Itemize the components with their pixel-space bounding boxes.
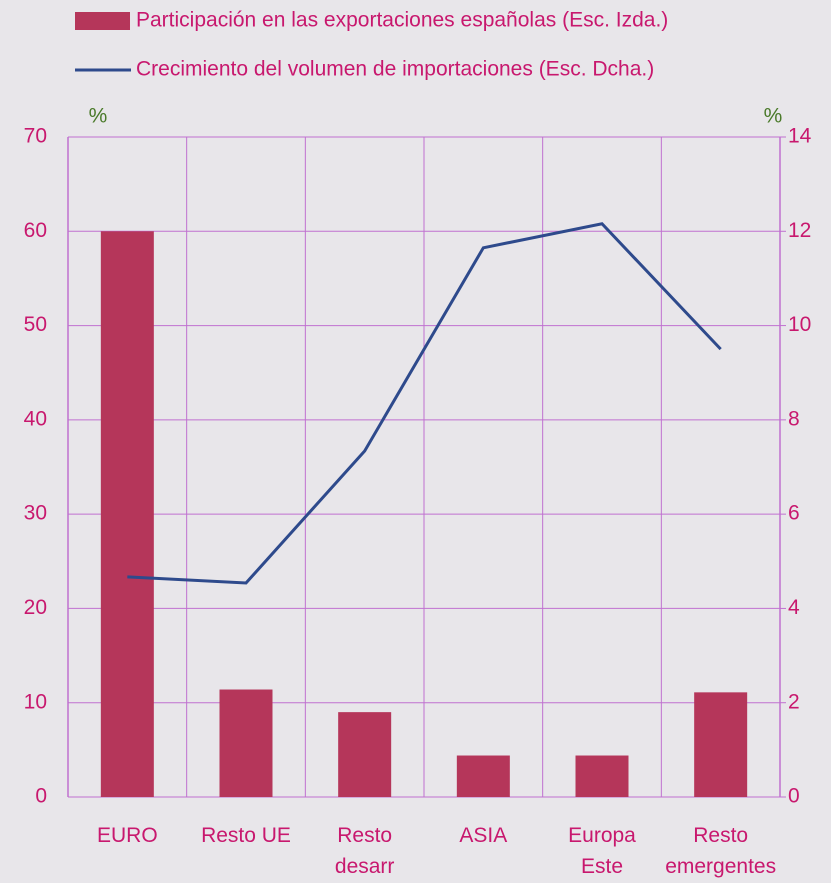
x-tick-label-line: ASIA — [459, 824, 507, 847]
legend-label: Crecimiento del volumen de importaciones… — [136, 58, 654, 81]
line — [127, 222, 722, 585]
x-tick-label: Resto desarr — [335, 824, 395, 878]
y2-tick-label: 10 — [788, 313, 811, 336]
bar — [100, 231, 154, 798]
x-tick-label-line: emergentes — [665, 855, 776, 878]
x-tick-label: Europa Este — [568, 824, 636, 878]
y-tick-label: 60 — [24, 219, 47, 242]
bar — [575, 755, 629, 797]
y2-axis-label: % — [764, 105, 783, 128]
y2-tick-label: 4 — [788, 596, 800, 619]
y2-tick-label: 2 — [788, 690, 800, 713]
x-tick-label-line: Resto — [337, 824, 392, 847]
y-tick-label: 30 — [24, 502, 47, 525]
x-tick-label: ASIA — [459, 824, 507, 847]
y-tick-label: 20 — [24, 596, 47, 619]
x-tick-label: Resto UE — [201, 824, 291, 847]
y-axis-label: % — [89, 105, 108, 128]
bar — [456, 755, 510, 797]
legend-swatch — [75, 12, 130, 30]
y2-tick-label: 0 — [788, 785, 800, 808]
x-tick-label-line: EURO — [97, 824, 158, 847]
bar — [338, 712, 392, 797]
y-tick-label: 0 — [35, 785, 47, 808]
y2-tick-label: 14 — [788, 125, 812, 148]
y-tick-label: 40 — [24, 407, 47, 430]
x-tick-label-line: Europa — [568, 824, 636, 847]
x-tick-label: Resto emergentes — [665, 824, 776, 878]
x-tick-label-line: Resto UE — [201, 824, 291, 847]
y2-tick-label: 8 — [788, 407, 800, 430]
x-tick-label-line: Resto — [693, 824, 748, 847]
bar — [694, 692, 748, 797]
x-tick-label-line: Este — [581, 855, 623, 878]
bar — [219, 689, 273, 797]
x-tick-label-line: desarr — [335, 855, 395, 878]
x-tick-label: EURO — [97, 824, 158, 847]
y2-tick-label: 12 — [788, 219, 811, 242]
legend-label: Participación en las exportaciones españ… — [136, 9, 668, 32]
y-tick-label: 10 — [24, 690, 47, 713]
y-tick-label: 70 — [24, 125, 47, 148]
y2-tick-label: 6 — [788, 502, 800, 525]
y-tick-label: 50 — [24, 313, 47, 336]
